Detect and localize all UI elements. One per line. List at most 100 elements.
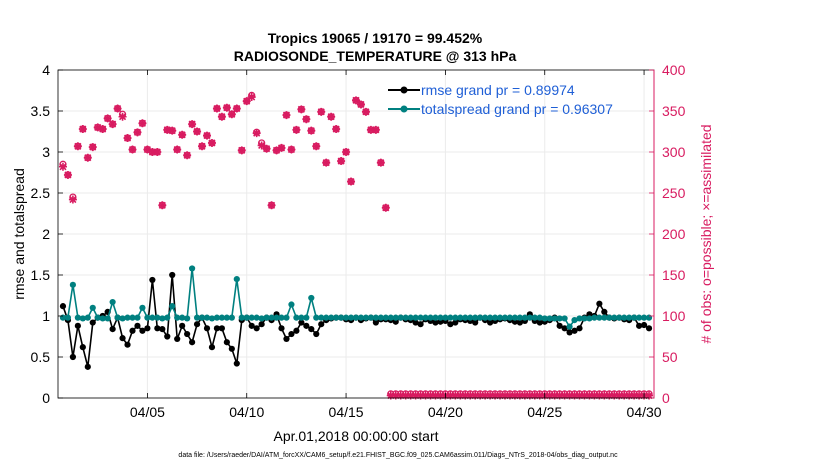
rmse-point [179, 322, 186, 329]
obs-assimilated-point [58, 162, 67, 171]
totalspread-point [452, 314, 459, 321]
totalspread-point [119, 315, 126, 322]
rmse-point [288, 330, 295, 338]
x-tick-label: 04/05 [130, 404, 165, 420]
totalspread-point [323, 314, 330, 321]
obs-assimilated-point [78, 125, 87, 134]
totalspread-point [472, 314, 479, 321]
obs-assimilated-point [332, 125, 341, 134]
obs-assimilated-point [615, 391, 624, 400]
totalspread-point [263, 314, 270, 321]
obs-assimilated-point [451, 391, 460, 400]
obs-assimilated-point [262, 144, 271, 153]
totalspread-point [611, 314, 618, 321]
y-tick-label-left: 2 [42, 226, 50, 242]
rmse-point [253, 325, 260, 332]
obs-assimilated-point [227, 110, 236, 119]
totalspread-point [283, 314, 290, 321]
rmse-point [601, 308, 608, 315]
totalspread-point [392, 314, 399, 321]
obs-assimilated-point [212, 104, 221, 113]
obs-assimilated-point [317, 107, 326, 116]
totalspread-point [516, 314, 524, 321]
totalspread-point [193, 314, 201, 321]
rmse-point [536, 319, 543, 326]
rmse-point [278, 325, 285, 332]
rmse-point [149, 276, 156, 284]
totalspread-point [74, 314, 81, 321]
obs-assimilated-point [630, 391, 639, 400]
totalspread-point [338, 314, 345, 321]
totalspread-point [268, 314, 275, 321]
chart-title: Tropics 19065 / 19170 = 99.452% [268, 30, 483, 46]
obs-assimilated-point [188, 120, 197, 129]
obs-assimilated-point [68, 195, 77, 204]
rmse-point [144, 325, 151, 332]
rmse-point [228, 345, 235, 352]
obs-assimilated-point [416, 391, 425, 400]
obs-assimilated-point [466, 391, 475, 400]
obs-assimilated-point [555, 391, 564, 400]
obs-assimilated-point [401, 391, 410, 400]
totalspread-point [208, 315, 216, 322]
obs-assimilated-point [272, 146, 281, 155]
totalspread-point [606, 314, 613, 321]
obs-assimilated-point [510, 391, 519, 400]
obs-assimilated-point [73, 142, 82, 151]
rmse-point [74, 322, 81, 329]
rmse-point [636, 322, 643, 329]
rmse-point [258, 321, 265, 328]
rmse-point [89, 319, 96, 326]
obs-assimilated-point [123, 134, 132, 143]
obs-assimilated-point [645, 391, 654, 400]
rmse-point [566, 329, 573, 336]
obs-assimilated-point [88, 143, 97, 152]
y-tick-label-left: 1 [42, 308, 50, 324]
totalspread-point [561, 315, 568, 322]
rmse-point [189, 339, 196, 346]
obs-assimilated-point [570, 391, 579, 400]
obs-assimilated-point [98, 125, 107, 134]
obs-assimilated-point [193, 127, 202, 136]
obs-assimilated-point [376, 158, 385, 167]
y-axis-label-right: # of obs: o=possible; ×=assimilated [698, 124, 714, 343]
rmse-point [109, 326, 116, 333]
rmse-point [154, 325, 161, 332]
obs-assimilated-point [118, 112, 127, 121]
obs-assimilated-point [207, 138, 216, 147]
totalspread-point [144, 314, 151, 321]
y-tick-label-left: 0 [42, 390, 50, 406]
obs-assimilated-point [535, 391, 544, 400]
obs-assimilated-point [461, 391, 470, 400]
obs-assimilated-point [267, 201, 276, 210]
obs-assimilated-point [113, 104, 122, 113]
rmse-point [203, 325, 211, 332]
obs-assimilated-point [486, 391, 495, 400]
totalspread-point [645, 314, 653, 321]
rmse-point [134, 322, 141, 329]
obs-assimilated-point [217, 112, 226, 121]
rmse-point [571, 327, 578, 334]
totalspread-point [477, 314, 484, 321]
totalspread-point [576, 315, 583, 322]
rmse-point [184, 330, 191, 338]
totalspread-point [501, 314, 509, 321]
rmse-point [139, 327, 146, 334]
obs-assimilated-point [381, 203, 390, 212]
totalspread-point [581, 315, 588, 322]
series-totalspread [59, 265, 653, 330]
x-tick-label: 04/25 [527, 404, 562, 420]
obs-assimilated-point [242, 97, 251, 106]
obs-assimilated-point [605, 391, 614, 400]
totalspread-point [149, 314, 156, 321]
rmse-point [124, 341, 131, 348]
obs-assimilated-point [138, 119, 147, 128]
rmse-point [313, 330, 320, 338]
totalspread-point [362, 314, 370, 321]
obs-assimilated-point [391, 391, 400, 400]
obs-assimilated-point [292, 125, 301, 134]
totalspread-point [467, 314, 474, 321]
legend-marker-totalspread [400, 105, 408, 113]
totalspread-point [64, 314, 72, 321]
